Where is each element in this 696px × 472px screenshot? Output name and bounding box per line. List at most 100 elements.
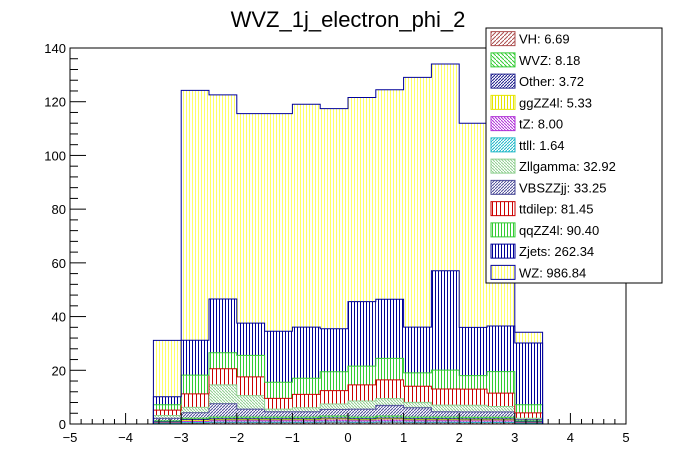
bar-ggzz4l-bin-2 — [209, 419, 237, 421]
bar-zllgamma-bin-0 — [153, 415, 182, 419]
y-tick-label: 0 — [59, 417, 66, 432]
bar-qqzz4l-bin-7 — [348, 366, 376, 385]
bar-zllgamma-bin-3 — [236, 395, 265, 410]
bar-wz-bin-5 — [292, 104, 321, 328]
bar-ttdilep-bin-11 — [459, 389, 487, 406]
bar-vbszzjj-bin-6 — [320, 409, 348, 417]
series-zjets — [153, 270, 543, 405]
legend-label-ttll: ttll: 1.64 — [519, 138, 565, 153]
bar-ggzz4l-bin-10 — [431, 419, 460, 421]
series-zllgamma — [153, 384, 543, 420]
bar-vbszzjj-bin-1 — [181, 412, 209, 419]
bar-zllgamma-bin-6 — [320, 403, 348, 410]
x-tick-label: 0 — [344, 430, 351, 445]
bar-tz-bin-2 — [209, 420, 237, 423]
x-tick-label: 5 — [622, 430, 629, 445]
legend-swatch-ttll — [490, 137, 516, 153]
bar-vh-bin-7 — [348, 422, 376, 424]
y-tick-label: 20 — [52, 363, 66, 378]
series-qqzz4l — [153, 352, 543, 413]
bar-qqzz4l-bin-6 — [320, 371, 348, 391]
legend-label-qqzz4l: qqZZ4l: 90.40 — [519, 223, 599, 238]
x-tick-label: 1 — [400, 430, 407, 445]
bar-ttdilep-bin-7 — [348, 384, 376, 402]
legend-swatch-tz — [490, 116, 516, 132]
legend-label-zjets: Zjets: 262.34 — [519, 244, 594, 259]
bar-wz-bin-1 — [181, 90, 209, 341]
bar-qqzz4l-bin-2 — [209, 352, 237, 369]
legend-label-wvz: WVZ: 8.18 — [519, 53, 580, 68]
bar-zjets-bin-0 — [153, 396, 182, 405]
bar-tz-bin-4 — [264, 420, 293, 423]
legend-swatch-zjets — [490, 243, 516, 259]
bar-wvz-bin-5 — [292, 417, 321, 419]
bar-wvz-bin-9 — [403, 417, 432, 419]
bar-vh-bin-6 — [320, 422, 348, 424]
legend-label-tz: tZ: 8.00 — [519, 117, 563, 132]
legend-swatch-wvz — [490, 52, 516, 68]
bar-vh-bin-8 — [375, 422, 404, 424]
bar-ttdilep-bin-0 — [153, 410, 182, 416]
legend-swatch-ggzz4l — [490, 94, 516, 110]
outline-vbszzjj — [152, 403, 544, 424]
legend-label-zllgamma: Zllgamma: 32.92 — [519, 159, 616, 174]
bar-vh-bin-1 — [181, 422, 209, 424]
bar-vh-bin-5 — [292, 422, 321, 424]
x-tick-label: −2 — [229, 430, 244, 445]
bar-qqzz4l-bin-13 — [514, 404, 543, 413]
bar-wz-bin-2 — [209, 94, 237, 299]
legend-box — [485, 27, 663, 284]
y-tick-label: 80 — [52, 202, 66, 217]
bar-ttdilep-bin-12 — [487, 393, 515, 407]
bar-wz-bin-8 — [375, 89, 404, 300]
bar-tz-bin-9 — [403, 420, 432, 423]
x-tick-label: 2 — [456, 430, 463, 445]
bar-ggzz4l-bin-11 — [459, 419, 487, 421]
legend: VH: 6.69 WVZ: 8.18 Other: 3.72 ggZZ4l: 5.33… — [485, 27, 663, 284]
legend-label-ggzz4l: ggZZ4l: 5.33 — [519, 95, 592, 110]
bar-zllgamma-bin-5 — [292, 407, 321, 412]
bar-wvz-bin-6 — [320, 416, 348, 418]
bar-wvz-bin-12 — [487, 417, 515, 419]
bar-wvz-bin-4 — [264, 417, 293, 419]
bar-vbszzjj-bin-4 — [264, 411, 293, 418]
y-tick-label: 100 — [44, 148, 66, 163]
bar-vbszzjj-bin-9 — [403, 407, 432, 418]
bar-zjets-bin-10 — [431, 270, 460, 371]
bar-zjets-bin-9 — [403, 327, 432, 373]
bar-tz-bin-1 — [181, 421, 209, 423]
bar-ttdilep-bin-5 — [292, 394, 321, 408]
bar-qqzz4l-bin-3 — [236, 355, 265, 377]
bar-wvz-bin-11 — [459, 417, 487, 419]
legend-label-vh: VH: 6.69 — [519, 32, 570, 47]
bar-zjets-bin-6 — [320, 328, 348, 372]
bar-vbszzjj-bin-5 — [292, 411, 321, 418]
legend-swatch-ttdilep — [490, 201, 516, 217]
bar-zllgamma-bin-4 — [264, 409, 293, 412]
x-tick-label: 4 — [567, 430, 574, 445]
bar-wvz-bin-2 — [209, 417, 237, 419]
bar-wz-bin-0 — [153, 340, 182, 397]
bar-ttdilep-bin-2 — [209, 368, 237, 385]
bar-vbszzjj-bin-10 — [431, 411, 460, 418]
outline-qqzz4l — [152, 352, 544, 424]
legend-swatch-zllgamma — [490, 158, 516, 174]
bar-zjets-bin-11 — [459, 327, 487, 376]
bar-zjets-bin-12 — [487, 325, 515, 372]
bar-vh-bin-2 — [209, 422, 237, 424]
bar-zllgamma-bin-2 — [209, 384, 237, 404]
x-tick-label: −1 — [285, 430, 300, 445]
bar-tz-bin-7 — [348, 420, 376, 423]
bar-wvz-bin-8 — [375, 416, 404, 418]
bar-qqzz4l-bin-9 — [403, 372, 432, 387]
bar-zjets-bin-1 — [181, 340, 209, 376]
y-tick-label: 140 — [44, 41, 66, 56]
bar-tz-bin-12 — [487, 420, 515, 423]
bar-tz-bin-3 — [236, 420, 265, 423]
bar-ggzz4l-bin-12 — [487, 419, 515, 421]
bar-ggzz4l-bin-8 — [375, 418, 404, 421]
bar-vbszzjj-bin-11 — [459, 411, 487, 418]
bar-wvz-bin-7 — [348, 417, 376, 419]
legend-label-ttdilep: ttdilep: 81.45 — [519, 202, 593, 217]
